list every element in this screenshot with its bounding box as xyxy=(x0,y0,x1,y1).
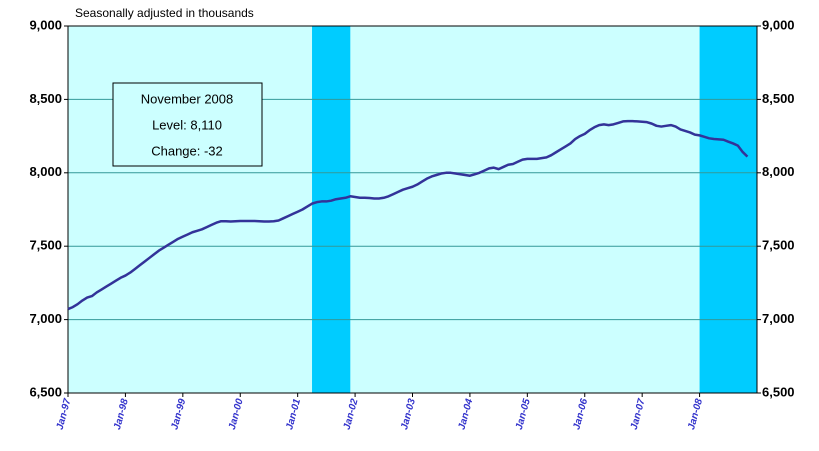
y-tick-label: 8,500 xyxy=(29,91,62,106)
x-tick-label: Jan-02 xyxy=(342,397,361,431)
recession-band xyxy=(699,26,757,393)
y2-tick-label: 8,500 xyxy=(762,91,795,106)
y-tick-label: 7,000 xyxy=(29,311,62,326)
y2-tick-label: 6,500 xyxy=(762,384,795,399)
annotation-text: Level: 8,110 xyxy=(152,117,222,132)
y-tick-label: 7,500 xyxy=(29,238,62,253)
y2-tick-label: 8,000 xyxy=(762,164,795,179)
y-tick-label: 6,500 xyxy=(29,384,62,399)
x-tick-label: Jan-01 xyxy=(284,397,303,431)
y-tick-label: 8,000 xyxy=(29,164,62,179)
y2-tick-label: 7,500 xyxy=(762,238,795,253)
annotation-box xyxy=(112,82,263,167)
x-tick-label: Jan-05 xyxy=(514,397,533,431)
x-tick-label: Jan-04 xyxy=(457,397,476,431)
y2-tick-label: 9,000 xyxy=(762,17,795,32)
x-tick-label: Jan-03 xyxy=(399,397,418,431)
x-tick-label: Jan-98 xyxy=(112,397,131,431)
x-tick-label: Jan-97 xyxy=(55,397,74,431)
x-tick-label: Jan-06 xyxy=(571,397,590,431)
x-tick-label: Jan-08 xyxy=(686,397,705,431)
x-tick-label: Jan-07 xyxy=(629,397,648,431)
annotation-text: Change: -32 xyxy=(151,143,223,158)
plot-border xyxy=(67,25,758,394)
series-line xyxy=(67,119,749,311)
y-tick-label: 9,000 xyxy=(29,17,62,32)
recession-band xyxy=(312,26,351,393)
plot-area xyxy=(68,26,757,393)
y2-tick-label: 7,000 xyxy=(762,311,795,326)
x-tick-label: Jan-99 xyxy=(169,397,188,431)
chart-subtitle: Seasonally adjusted in thousands xyxy=(75,6,254,20)
x-tick-label: Jan-00 xyxy=(227,397,246,431)
annotation-text: November 2008 xyxy=(141,91,234,106)
